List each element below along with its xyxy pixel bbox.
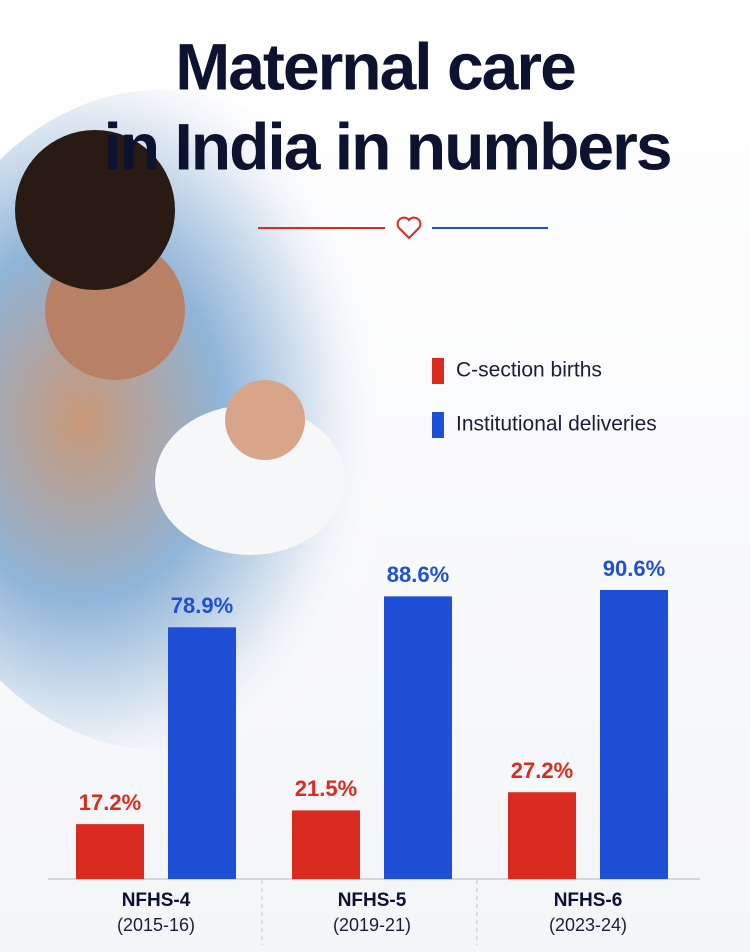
legend-label: C-section births [456,359,602,382]
bar [508,792,576,879]
title-line: Maternal care [175,29,575,103]
bar [168,627,236,879]
bar [600,589,668,879]
legend-swatch [432,358,444,384]
x-tick-label: NFHS-4 [122,890,191,911]
legend-swatch [432,412,444,438]
x-tick-sublabel: (2019-21) [333,915,411,935]
heart-icon [396,216,422,240]
x-tick-sublabel: (2015-16) [117,915,195,935]
mother-hair [15,130,175,290]
x-tick-label: NFHS-6 [554,890,623,911]
value-label: 27.2% [511,758,573,783]
bar [384,596,452,879]
title-line: in India in numbers [103,109,670,183]
x-tick-label: NFHS-5 [338,890,407,911]
value-label: 17.2% [79,790,141,815]
value-label: 90.6% [603,556,665,581]
bar [76,824,144,879]
value-label: 21.5% [295,776,357,801]
value-label: 78.9% [171,593,233,618]
baby-head [225,380,305,460]
legend-label: Institutional deliveries [456,413,657,436]
value-label: 88.6% [387,562,449,587]
x-tick-sublabel: (2023-24) [549,915,627,935]
bar [292,810,360,879]
